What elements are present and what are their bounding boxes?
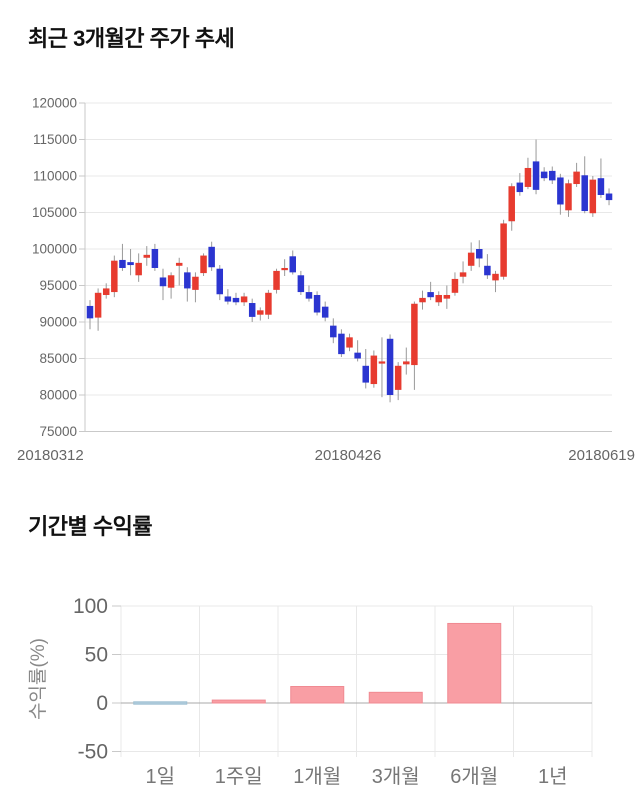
return-bar <box>290 686 345 704</box>
candle-body <box>394 365 402 390</box>
y-tick-label: 105000 <box>32 205 77 220</box>
x-category-label: 1주일 <box>215 765 263 788</box>
x-tick-label: 20180312 <box>17 447 84 464</box>
candle-body <box>370 355 378 385</box>
candle-body <box>378 361 386 364</box>
candle-body <box>94 292 102 318</box>
candle-body <box>224 296 232 302</box>
candle-body <box>589 179 597 214</box>
y-tick-label: -50 <box>78 741 108 764</box>
candle-body <box>540 171 548 179</box>
candle-body <box>516 182 524 193</box>
candle-body <box>321 306 329 318</box>
candle-body <box>265 292 272 315</box>
y-tick-label: 50 <box>85 644 108 667</box>
candle-body <box>427 292 434 298</box>
x-tick-label: 20180619 <box>568 447 635 464</box>
candle-body <box>102 288 110 295</box>
candle-body <box>86 305 94 319</box>
x-category-label: 1년 <box>538 765 568 788</box>
y-tick-label: 100 <box>73 595 108 618</box>
y-tick-label: 115000 <box>33 132 77 147</box>
return-bar <box>133 701 188 705</box>
return-bar <box>368 691 423 704</box>
candle-body <box>549 170 556 181</box>
candle-body <box>565 183 572 211</box>
y-tick-label: 100000 <box>32 242 77 257</box>
y-tick-label: 90000 <box>39 315 77 330</box>
x-category-label: 3개월 <box>372 765 420 788</box>
candle-body <box>175 262 183 266</box>
candle-body <box>208 246 215 268</box>
x-category-label: 1일 <box>145 765 175 788</box>
candle-body <box>127 262 134 266</box>
candle-body <box>184 272 191 289</box>
candle-body <box>151 249 159 268</box>
candle-body <box>451 278 459 293</box>
y-tick-label: 75000 <box>39 424 77 439</box>
y-tick-label: 85000 <box>39 351 77 366</box>
candle-body <box>459 272 467 277</box>
candle-body <box>500 223 507 277</box>
candle-body <box>135 262 142 276</box>
candle-body <box>159 277 167 287</box>
candle-body <box>492 273 499 281</box>
x-category-label: 6개월 <box>450 765 498 788</box>
returns-chart-title: 기간별 수익률 <box>28 514 153 539</box>
candle-body <box>119 259 126 268</box>
candle-body <box>313 294 321 313</box>
candle-body <box>443 294 451 299</box>
y-tick-label: 110000 <box>33 169 77 184</box>
y-tick-label: 0 <box>96 692 108 715</box>
candle-body <box>573 171 580 185</box>
candle-body <box>403 361 410 365</box>
candle-body <box>281 267 288 271</box>
candle-body <box>257 310 264 315</box>
price-chart-title: 최근 3개월간 주가 추세 <box>28 26 235 51</box>
candle-body <box>476 249 483 259</box>
candle-body <box>330 325 337 338</box>
candle-body <box>386 338 394 395</box>
candle-body <box>605 193 613 201</box>
candle-body <box>581 175 588 212</box>
candle-body <box>508 186 515 222</box>
candle-body <box>305 292 313 299</box>
x-tick-label: 20180426 <box>315 447 382 464</box>
return-bar <box>211 699 266 704</box>
candle-body <box>289 256 296 273</box>
candle-body <box>216 268 224 295</box>
returns-bar-chart: 100 50 0 -50 1일 1주일 1개월 3개월 6개월 1년 수익률(%) <box>27 595 593 788</box>
candle-body <box>232 297 240 303</box>
candle-body <box>557 177 564 205</box>
candle-body <box>362 365 369 383</box>
price-candlestick-chart: 120000 115000 110000 105000 100000 95000 90000… <box>17 96 635 465</box>
y-tick-label: 80000 <box>39 388 77 403</box>
candle-body <box>411 303 418 366</box>
candle-body <box>597 178 605 195</box>
candle-body <box>467 252 475 266</box>
candle-body <box>273 270 280 290</box>
candle-body <box>248 303 256 317</box>
candle-body <box>192 276 199 290</box>
candle-body <box>143 254 151 258</box>
candle-body <box>435 294 442 303</box>
y-axis-title: 수익률(%) <box>27 638 49 720</box>
candle-body <box>111 260 118 293</box>
y-tick-label: 120000 <box>32 96 77 111</box>
candle-body <box>346 337 353 348</box>
x-category-label: 1개월 <box>293 765 341 788</box>
candle-body <box>297 275 305 293</box>
candle-body <box>524 167 532 187</box>
return-bar <box>447 622 502 704</box>
candle-body <box>240 296 248 303</box>
candle-body <box>200 255 207 274</box>
y-tick-label: 95000 <box>39 278 77 293</box>
candle-body <box>419 297 426 303</box>
candle-body <box>484 265 491 276</box>
candle-body <box>532 161 540 190</box>
candle-body <box>354 352 361 359</box>
candle-body <box>167 275 175 288</box>
candle-body <box>338 333 345 355</box>
